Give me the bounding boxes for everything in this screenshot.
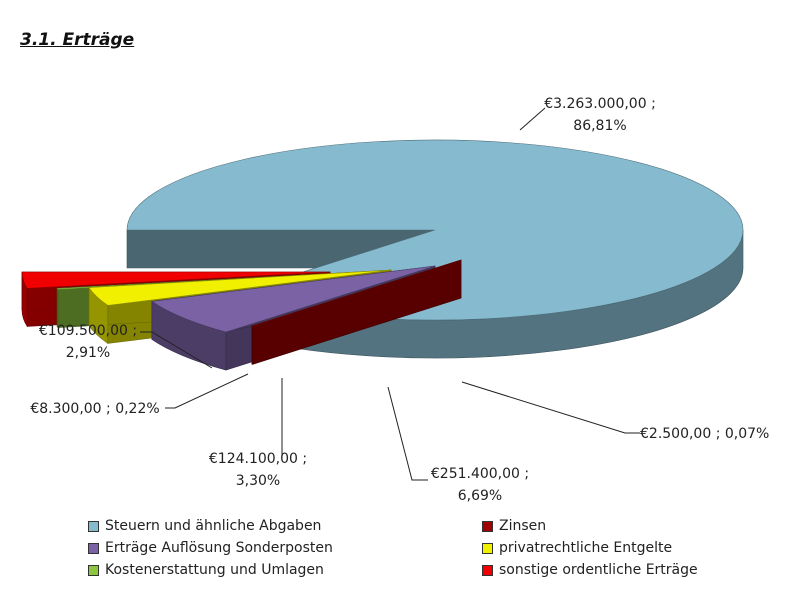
legend-label: privatrechtliche Entgelte [499,540,673,556]
data-label: €124.100,00 ; 3,30% [209,451,307,489]
legend-swatch [482,564,493,576]
data-label: €251.400,00 ; 6,69% [431,466,529,504]
legend-item: Kostenerstattung und Umlagen [88,562,324,578]
leader-line [165,373,249,409]
legend-item: Erträge Auflösung Sonderposten [88,540,333,556]
leader-line [461,381,640,434]
legend-swatch [482,542,493,554]
legend-label: Steuern und ähnliche Abgaben [105,518,322,534]
legend-swatch [88,564,99,576]
legend-swatch [88,542,99,554]
legend-item: Steuern und ähnliche Abgaben [88,518,321,534]
data-label: €109.500,00 ; 2,91% [39,323,137,361]
pie-slice-zinsen [250,259,462,365]
data-label: €2.500,00 ; 0,07% [640,426,769,442]
legend-label: Erträge Auflösung Sonderposten [105,540,333,556]
leader-line [519,107,546,131]
legend-item: Zinsen [482,518,546,534]
legend-swatch [88,520,99,532]
legend-label: sonstige ordentliche Erträge [499,562,698,578]
leader-line [387,386,428,481]
legend-item: sonstige ordentliche Erträge [482,562,698,578]
page-title: 3.1. Erträge [20,30,135,50]
data-label: €3.263.000,00 ; 86,81% [544,96,656,134]
legend-label: Kostenerstattung und Umlagen [105,562,324,578]
legend-item: privatrechtliche Entgelte [482,540,672,556]
leader-line [140,331,213,369]
legend-swatch [482,520,493,532]
legend-label: Zinsen [499,518,547,534]
data-label: €8.300,00 ; 0,22% [30,401,159,417]
